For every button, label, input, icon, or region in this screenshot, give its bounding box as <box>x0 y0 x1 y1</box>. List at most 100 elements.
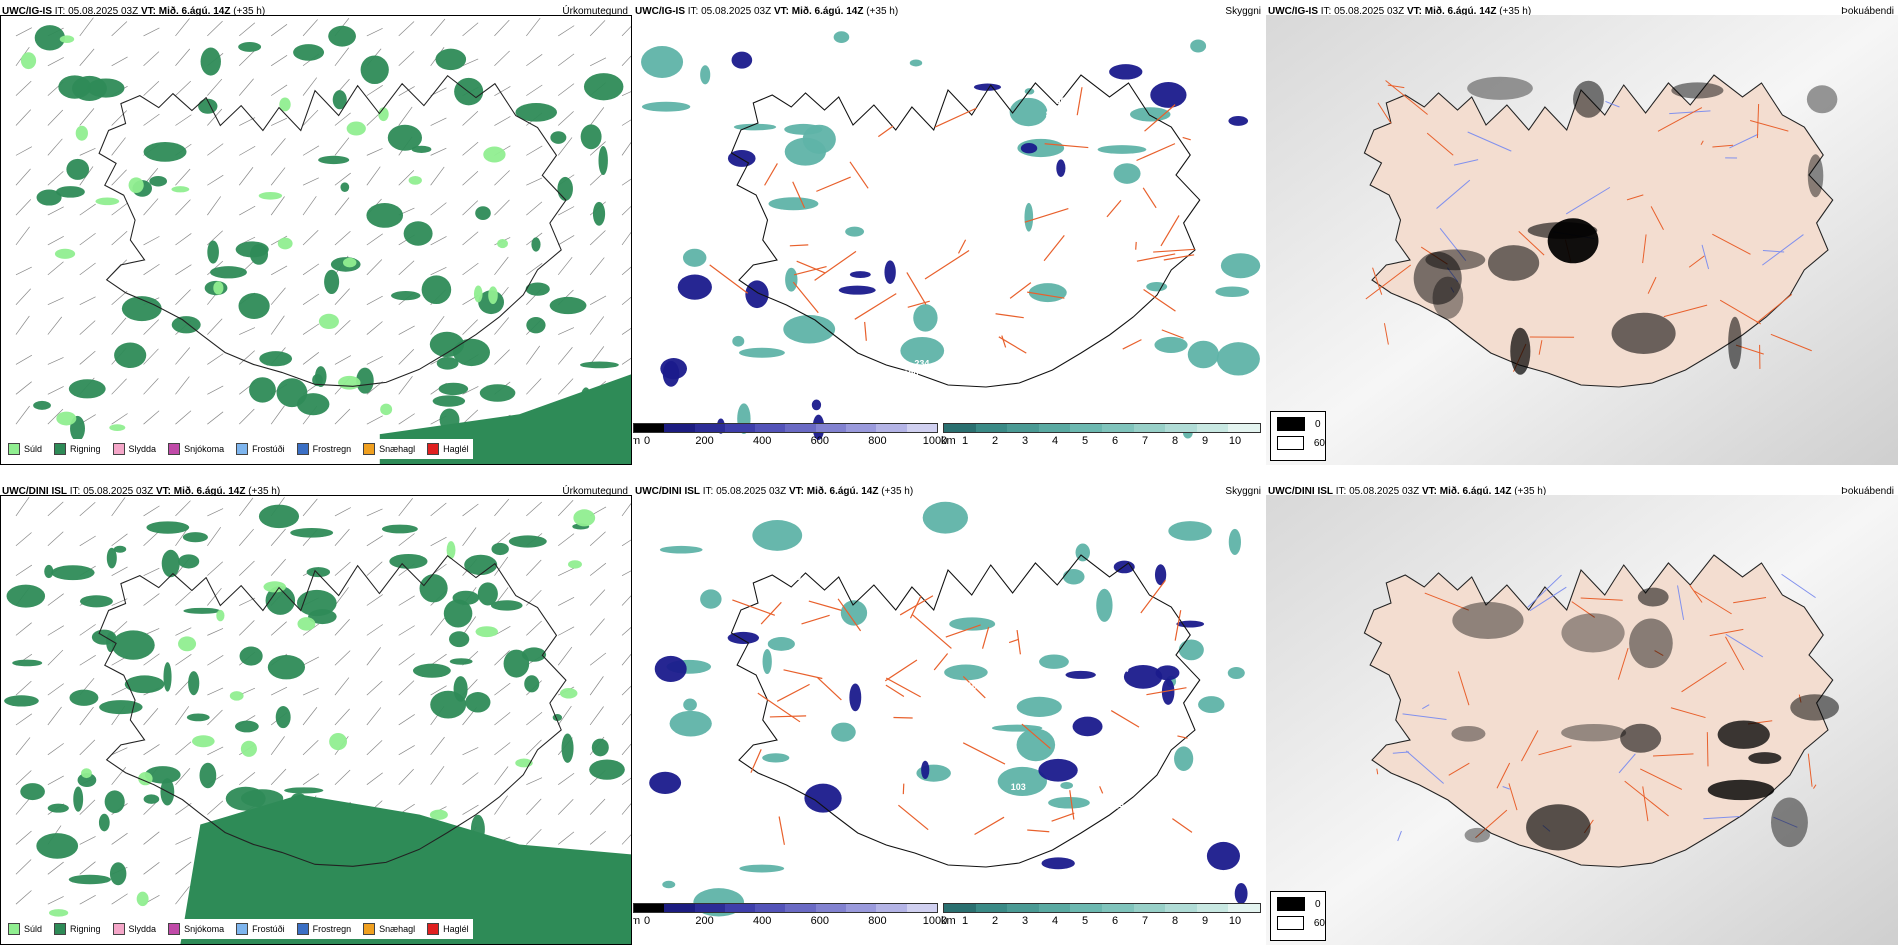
wind-barb <box>526 711 543 726</box>
init-time: IT: 05.08.2025 03Z <box>1320 6 1405 17</box>
precip-area <box>453 338 490 367</box>
wind-barb <box>589 316 605 335</box>
precip-area <box>521 647 547 662</box>
precip-area <box>342 257 357 268</box>
road <box>864 321 867 341</box>
wind-barb <box>143 744 160 756</box>
precip-area <box>328 25 356 47</box>
wind-barb <box>47 386 64 395</box>
precip-area <box>171 316 201 334</box>
precip-area <box>72 75 107 101</box>
precip-area <box>346 121 366 136</box>
road <box>1521 730 1539 762</box>
wind-barb <box>302 177 319 186</box>
wind-barb <box>15 622 32 636</box>
model-name: UWC/IG-IS <box>2 6 52 17</box>
wind-barb <box>526 177 543 186</box>
legend-swatch <box>168 443 181 455</box>
wind-barb <box>430 736 445 756</box>
precip-area <box>338 375 361 390</box>
precip-area <box>229 691 244 701</box>
wind-barb <box>494 86 511 96</box>
road <box>783 669 823 680</box>
fog-legend-swatch <box>1277 897 1305 911</box>
precip-area <box>109 424 126 432</box>
precip-area <box>557 176 573 201</box>
precip-area <box>143 794 160 804</box>
wind-barb <box>366 27 383 37</box>
precip-area <box>111 630 155 660</box>
wind-barb <box>143 593 160 606</box>
wind-barb <box>175 80 191 96</box>
precip-area <box>51 565 95 581</box>
road <box>1135 241 1137 250</box>
precip-area <box>598 146 608 176</box>
wind-barb <box>47 706 62 726</box>
wind-barb <box>462 747 479 756</box>
wind-barb <box>47 896 64 905</box>
river <box>1453 159 1479 166</box>
fog-area <box>1717 720 1770 749</box>
wind-barb <box>589 57 607 67</box>
wind-barb <box>366 740 383 756</box>
colorbar-cell <box>1070 904 1102 912</box>
road <box>885 684 905 697</box>
precip-area <box>1146 281 1168 292</box>
wind-barb <box>111 290 128 305</box>
fog-area <box>1728 316 1742 370</box>
wind-barb <box>302 263 320 276</box>
precip-area <box>432 395 466 407</box>
colorbar-cell <box>694 904 725 912</box>
road <box>1110 710 1140 728</box>
wind-barb <box>175 500 191 517</box>
wind-barb <box>334 197 350 216</box>
wind-barb <box>111 21 128 37</box>
wind-barb <box>558 567 575 576</box>
precip-area <box>225 786 266 811</box>
wind-barb <box>79 501 96 517</box>
wind-barb <box>47 171 64 186</box>
precip-area <box>124 675 165 694</box>
fog-legend-swatch <box>1277 916 1304 930</box>
legend-item: Frostregn <box>296 923 351 935</box>
wind-barb <box>143 113 160 126</box>
colorbar-cell <box>975 904 1008 912</box>
road <box>1642 234 1647 264</box>
wind-barb <box>15 737 31 756</box>
fog-area <box>1573 80 1604 118</box>
wind-barb <box>207 587 222 606</box>
road <box>854 293 897 320</box>
wind-barb <box>589 798 606 815</box>
road <box>1136 253 1176 262</box>
precip-area <box>104 790 125 814</box>
colorbar-tick: 3 <box>1021 915 1029 927</box>
ceiling-value-label: 85 <box>833 377 843 387</box>
wind-barb <box>589 20 606 37</box>
precip-area <box>178 636 197 652</box>
wind-barb <box>302 656 320 666</box>
colorbar-tick: 600 <box>810 435 829 447</box>
legend-label: Rigning <box>70 444 101 454</box>
wind-barb <box>430 536 447 547</box>
wind-barb <box>494 116 511 126</box>
precip-area <box>421 275 452 305</box>
precip-area <box>1154 336 1188 353</box>
fog-area <box>1467 76 1533 100</box>
wind-barb <box>143 81 160 96</box>
wind-barb <box>589 618 605 636</box>
precip-area <box>589 759 625 780</box>
precip-area <box>488 286 498 305</box>
wind-barb <box>557 347 573 365</box>
road <box>1670 707 1706 719</box>
product-title: Úrkomutegund <box>562 486 628 497</box>
wind-barb <box>207 411 224 425</box>
lead-time: (+35 h) <box>233 6 266 17</box>
ceiling-value-label: 64 <box>1119 664 1129 674</box>
wind-barb <box>270 55 288 67</box>
road <box>1688 255 1705 268</box>
road <box>837 598 862 632</box>
wind-barb <box>430 202 447 216</box>
wind-barb <box>398 325 415 335</box>
road <box>962 742 1006 765</box>
